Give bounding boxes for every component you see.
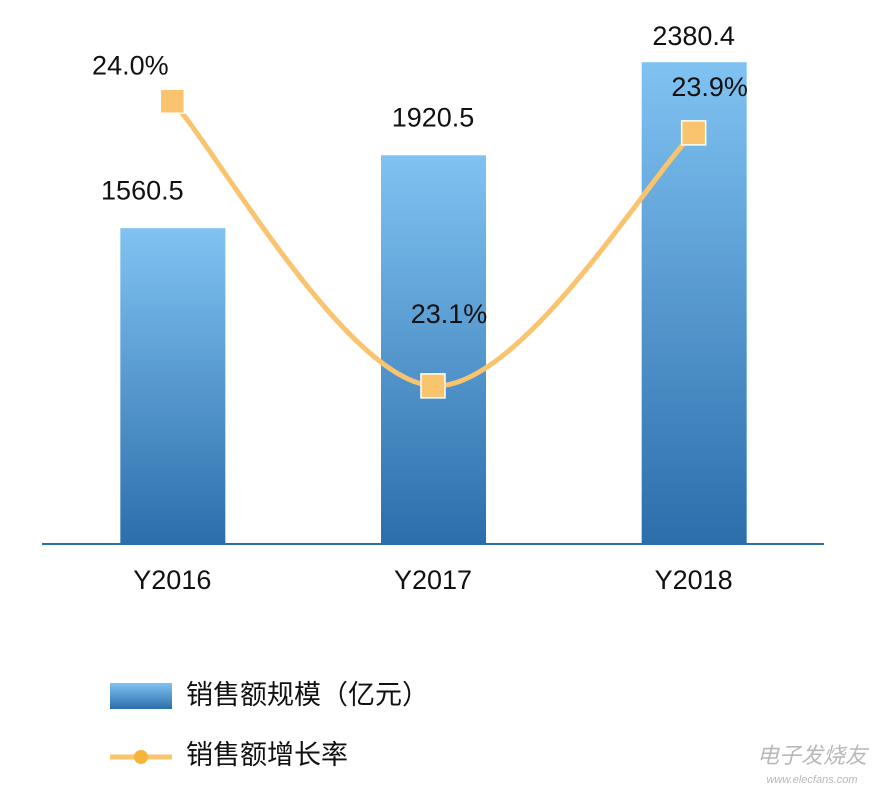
bar: [381, 155, 486, 544]
legend-swatch-bar: [110, 683, 172, 709]
line-value-label: 23.1%: [411, 299, 488, 329]
watermark-url: www.elecfans.com: [766, 774, 857, 786]
line-marker: [420, 373, 446, 399]
x-tick-label: Y2017: [394, 565, 472, 595]
line-value-label: 23.9%: [671, 72, 748, 102]
bar-value-label: 2380.4: [652, 21, 735, 51]
bar-value-label: 1560.5: [101, 175, 184, 205]
bar: [120, 228, 226, 545]
x-tick-label: Y2016: [133, 565, 211, 595]
legend-label: 销售额规模（亿元）: [186, 680, 429, 710]
line-value-label: 24.0%: [92, 50, 169, 80]
line-marker: [680, 120, 707, 146]
bar-value-label: 1920.5: [392, 102, 475, 132]
legend-marker: [134, 750, 148, 764]
line-marker: [159, 88, 186, 114]
x-tick-label: Y2018: [655, 565, 733, 595]
watermark: 电子发烧友: [757, 743, 870, 768]
legend-label: 销售额增长率: [186, 740, 348, 770]
